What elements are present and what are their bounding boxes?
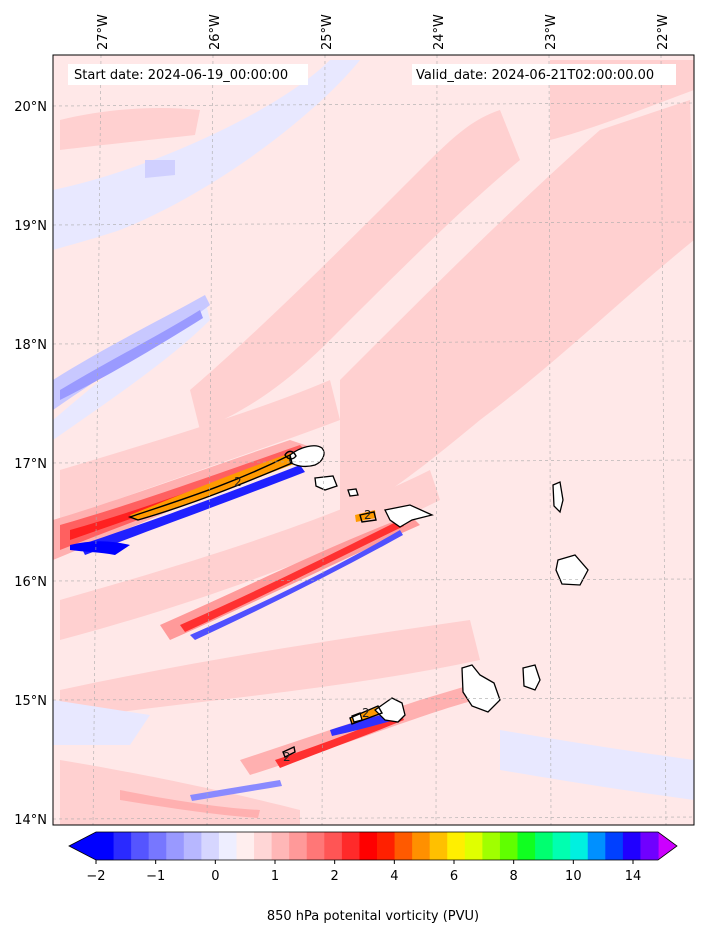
island-boa-vista (555, 554, 589, 586)
contour-label: 2 (234, 475, 242, 489)
colorbar-segment (131, 832, 150, 860)
colorbar-label: 850 hPa potenital vorticity (PVU) (267, 909, 479, 924)
valid-date-label: Valid_date: 2024-06-21T02:00:00.00 (416, 68, 654, 83)
lat-label: 17°N (14, 457, 47, 472)
colorbar-segment (166, 832, 185, 860)
colorbar-segments (96, 832, 659, 860)
colorbar-tick-label: 1 (271, 869, 279, 884)
colorbar-tick-label: 4 (390, 869, 398, 884)
colorbar-tick-label: −1 (146, 869, 165, 884)
colorbar-segment (306, 832, 325, 860)
colorbar-segment (622, 832, 642, 860)
colorbar-segment (148, 832, 167, 860)
colorbar-segment (218, 832, 238, 860)
colorbar-segment (236, 832, 255, 860)
island-santo-antao (289, 445, 325, 468)
colorbar-segment (429, 832, 448, 860)
colorbar-over-arrow (658, 832, 677, 860)
lon-label: 24°W (432, 14, 447, 50)
colorbar-segment (570, 832, 589, 860)
colorbar-ticks: −2 −1 0 1 2 4 6 8 10 14 (86, 860, 641, 884)
colorbar-segment (113, 832, 132, 860)
colorbar-segment (289, 832, 308, 860)
gridlines (52, 54, 695, 826)
island-sao-nicolau (384, 504, 434, 528)
colorbar-under-arrow (69, 832, 96, 860)
colorbar-tick-label: 10 (565, 869, 582, 884)
latitude-axis: 20°N 19°N 18°N 17°N 16°N 15°N 14°N (14, 100, 47, 828)
valid-date-box (412, 64, 676, 85)
colorbar-segment (341, 832, 361, 860)
colorbar-segment (464, 832, 483, 860)
colorbar-segment (183, 832, 202, 860)
colorbar-segment (394, 832, 413, 860)
colorbar-segment (482, 832, 501, 860)
lon-label: 22°W (656, 14, 671, 50)
map-frame (52, 54, 695, 826)
colorbar-segment (535, 832, 554, 860)
colorbar-segment (359, 832, 378, 860)
colorbar-tick-label: 14 (625, 869, 642, 884)
lat-label: 19°N (14, 219, 47, 234)
contour-label: 2 (364, 508, 372, 522)
lon-label: 23°W (544, 14, 559, 50)
colorbar-segment (499, 832, 519, 860)
colorbar-segment (587, 832, 606, 860)
lon-label: 25°W (320, 14, 335, 50)
colorbar-tick-label: 6 (450, 869, 458, 884)
lat-label: 15°N (14, 694, 47, 709)
colorbar-segment (640, 832, 659, 860)
colorbar: −2 −1 0 1 2 4 6 8 10 14 850 hPa potenital vortici… (68, 831, 678, 924)
colorbar-tick-label: 2 (331, 869, 339, 884)
contour-label: 2 (283, 750, 291, 764)
colorbar-segment (447, 832, 466, 860)
island-santiago (461, 664, 501, 713)
colorbar-tick-label: −2 (86, 869, 105, 884)
contour-label: 2 (362, 706, 370, 720)
island-santa-luzia (347, 488, 359, 497)
colorbar-tick-label: 8 (510, 869, 518, 884)
island-fogo (373, 697, 406, 723)
pv-negative-band-northwest (53, 160, 210, 410)
island-maio (522, 664, 541, 691)
island-sao-vicente (314, 475, 338, 491)
lat-label: 20°N (14, 100, 47, 115)
pv-contour-lines (127, 450, 384, 758)
colorbar-segment (254, 832, 273, 860)
colorbar-segment (517, 832, 536, 860)
colorbar-segment (201, 832, 220, 860)
longitude-axis: 27°W 26°W 25°W 24°W 23°W 22°W (96, 14, 671, 50)
lon-label: 26°W (208, 14, 223, 50)
pv-filament-south (120, 685, 475, 818)
colorbar-segment (605, 832, 624, 860)
colorbar-tick-label: 0 (211, 869, 219, 884)
colorbar-segment (377, 832, 396, 860)
lat-label: 16°N (14, 575, 47, 590)
island-outlines (289, 445, 589, 723)
lon-label: 27°W (96, 14, 111, 50)
colorbar-segment (552, 832, 571, 860)
island-sal (552, 481, 564, 514)
lat-label: 14°N (14, 813, 47, 828)
colorbar-segment (324, 832, 343, 860)
start-date-box (68, 64, 308, 85)
start-date-label: Start date: 2024-06-19_00:00:00 (74, 68, 288, 83)
colorbar-segment (412, 832, 431, 860)
colorbar-segment (96, 832, 115, 860)
map-panel: 2 2 2 2 Start date: 2024-06-19_00:00:00 … (52, 54, 695, 826)
lat-label: 18°N (14, 338, 47, 353)
colorbar-segment (271, 832, 290, 860)
